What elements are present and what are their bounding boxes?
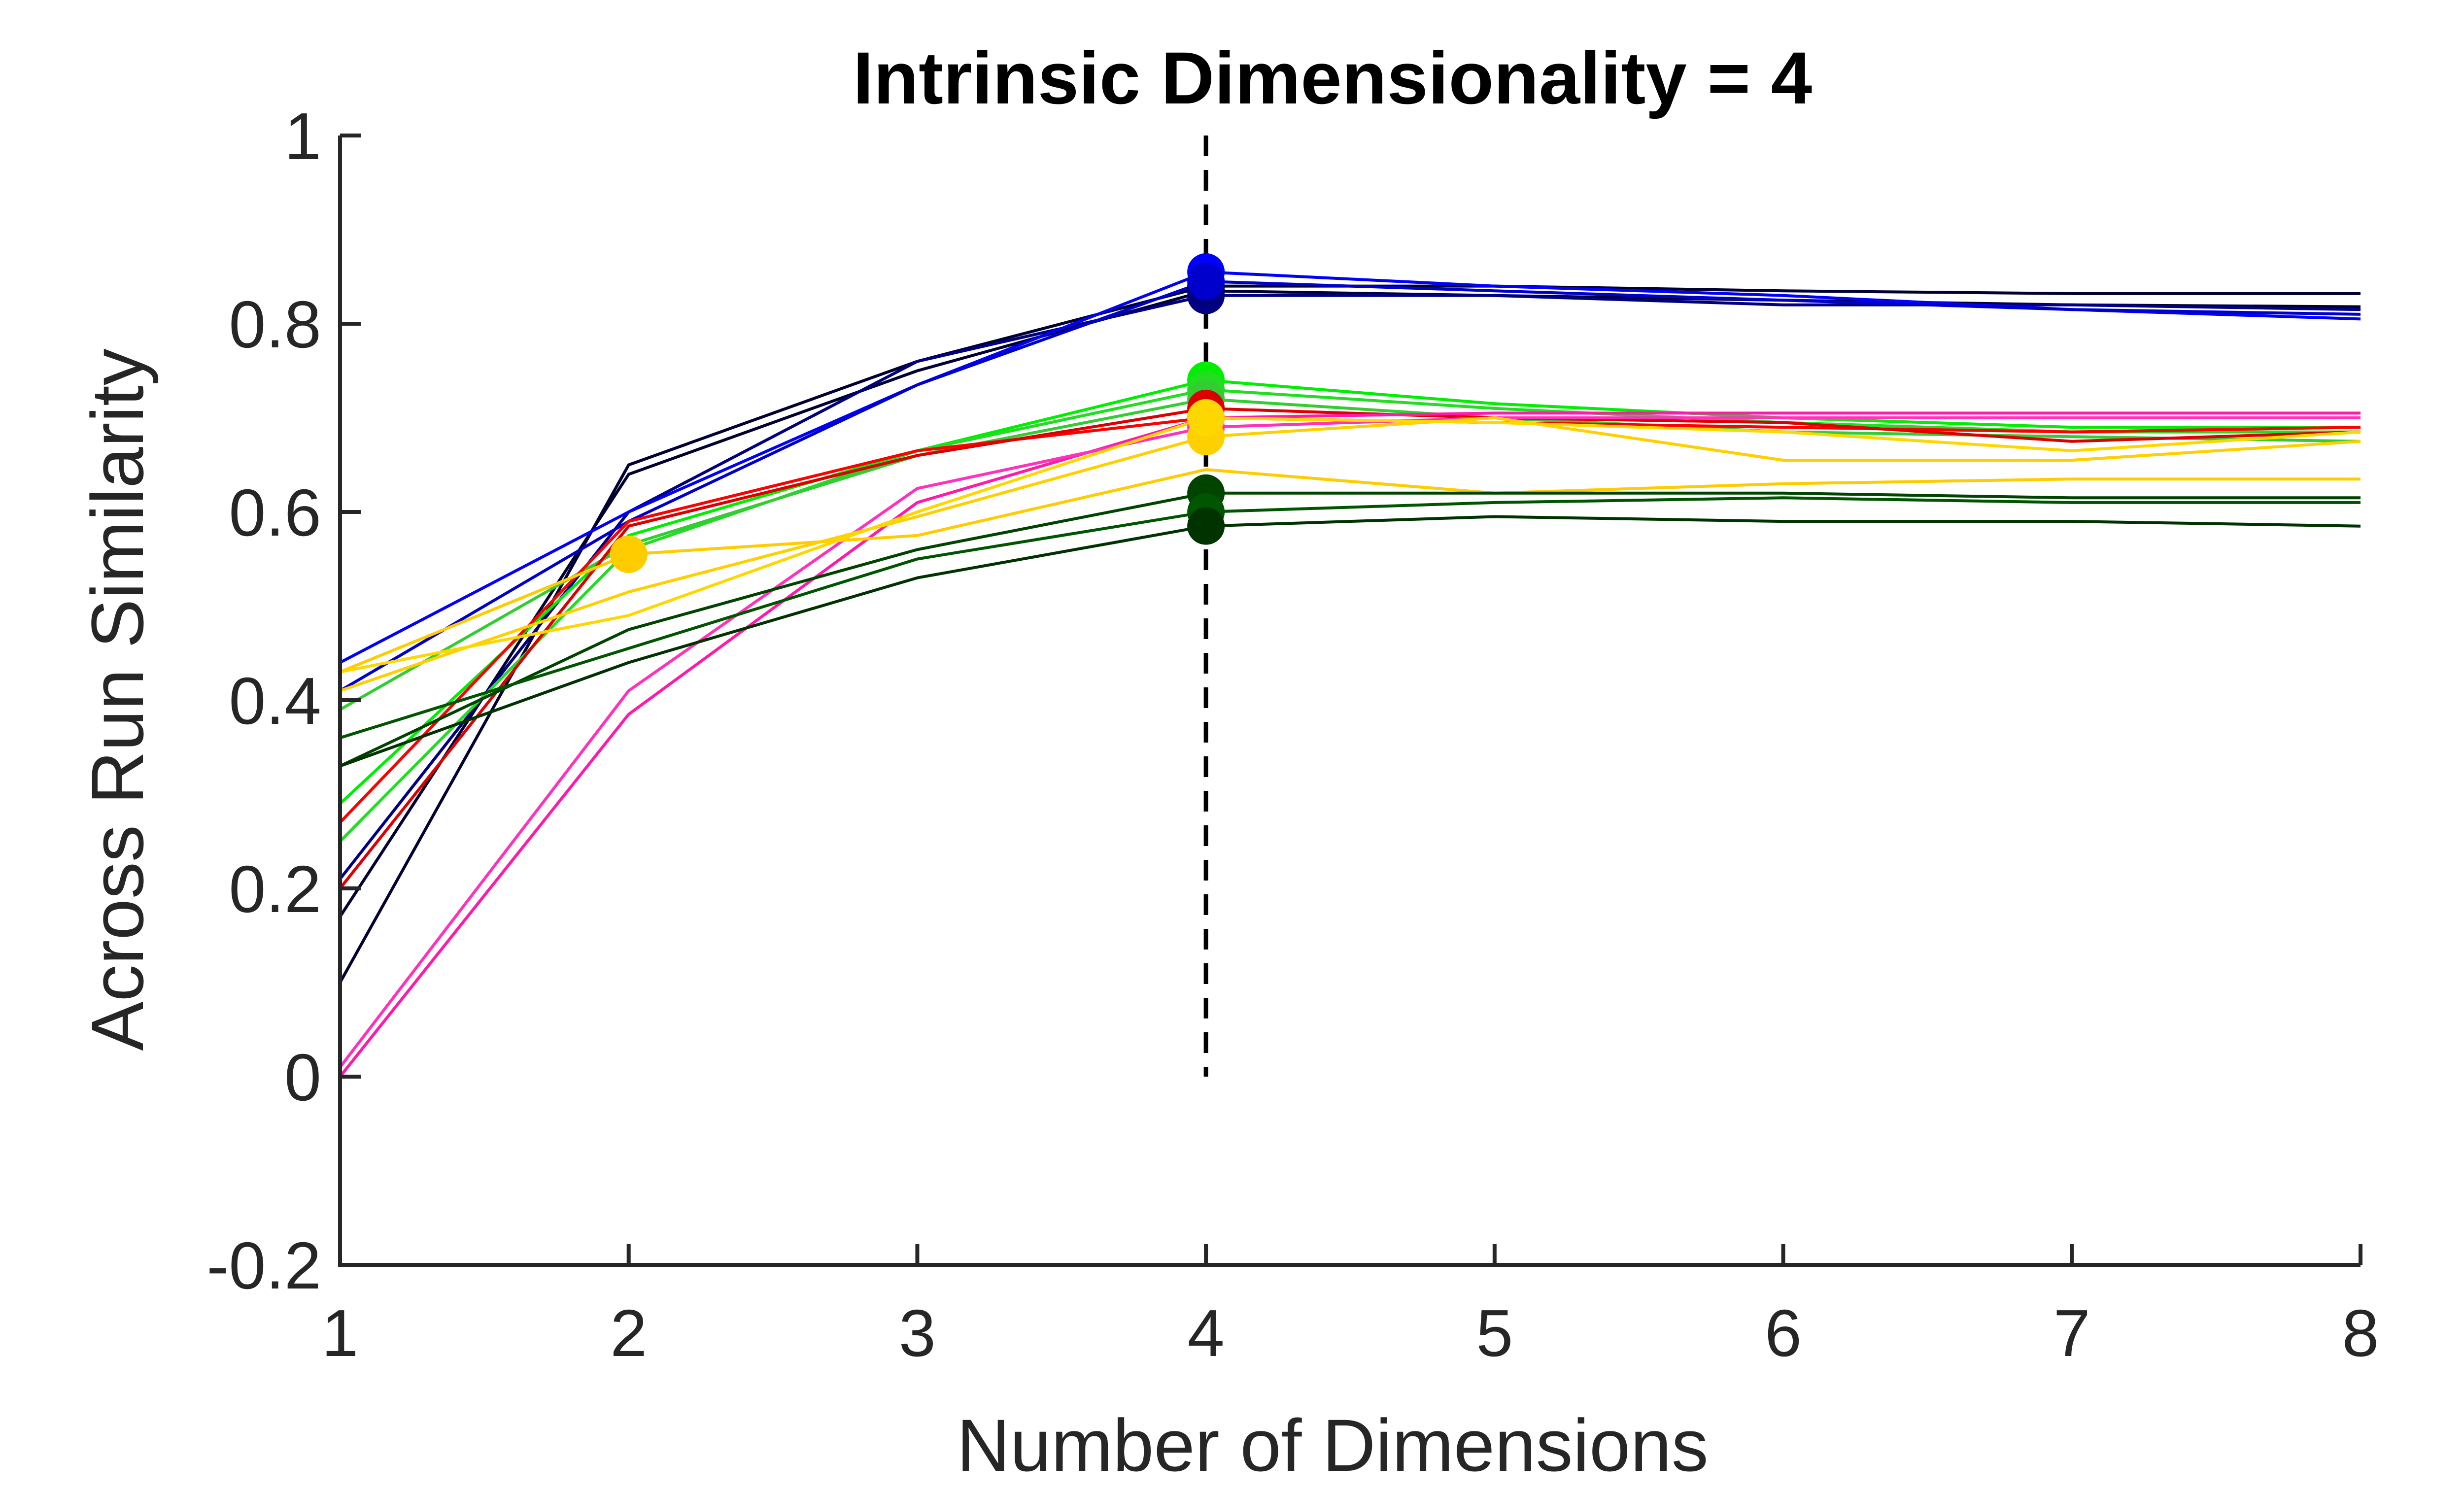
- y-tick-label: 0.2: [229, 852, 321, 926]
- series-line-10: [339, 407, 2361, 889]
- series-line-17: [340, 496, 2361, 740]
- series-line-15: [340, 416, 2361, 674]
- series-line-16: [339, 491, 2361, 768]
- series-marker-15: [1187, 399, 1225, 437]
- x-tick-label: 6: [1765, 1296, 1802, 1370]
- x-tick-labels: 1 2 3 4 5 6 7 8: [321, 1296, 2379, 1370]
- y-tick-label: 0.4: [229, 664, 321, 738]
- series-line-2: [339, 289, 2361, 917]
- series-line-7: [339, 388, 2361, 843]
- x-tick-label: 8: [2342, 1296, 2379, 1370]
- chart-title: Intrinsic Dimensionality = 4: [853, 36, 1812, 119]
- y-tick-labels: -0.2 0 0.2 0.4 0.6 0.8 1: [206, 99, 321, 1303]
- y-tick-label: -0.2: [206, 1228, 321, 1303]
- series-line-3: [339, 294, 2361, 880]
- series-line-11: [339, 411, 2361, 1078]
- series-marker-13: [610, 535, 648, 573]
- series-line-12: [339, 416, 2361, 1068]
- series-line-4: [339, 271, 2361, 664]
- series-line-5: [339, 280, 2361, 692]
- series-marker-18: [1187, 507, 1225, 545]
- series-line-6: [339, 378, 2361, 805]
- y-tick-label: 0: [284, 1040, 321, 1115]
- x-tick-label: 7: [2053, 1296, 2090, 1370]
- series-line-8: [339, 397, 2361, 711]
- series-line-13: [339, 468, 2361, 674]
- x-tick-label: 5: [1476, 1296, 1513, 1370]
- y-tick-label: 0.8: [229, 287, 321, 362]
- x-tick-label: 1: [321, 1296, 358, 1370]
- plot-area: 1 2 3 4 5 6 7 8 -0.2 0 0.2 0.4 0.6 0.8 1: [206, 99, 2379, 1370]
- series-marker-5: [1187, 263, 1225, 301]
- x-axis-label: Number of Dimensions: [957, 1404, 1709, 1487]
- series-line-14: [340, 416, 2361, 692]
- series-layer: [339, 271, 2361, 1078]
- y-tick-label: 1: [284, 99, 321, 173]
- series-line-18: [339, 515, 2361, 768]
- marker-layer: [610, 253, 1225, 573]
- y-tick-label: 0.6: [229, 475, 321, 550]
- x-tick-label: 2: [610, 1296, 647, 1370]
- x-tick-label: 4: [1188, 1296, 1225, 1370]
- x-tick-label: 3: [899, 1296, 936, 1370]
- tick-layer: [338, 134, 2362, 1267]
- y-axis-label: Across Run Similarity: [76, 348, 159, 1051]
